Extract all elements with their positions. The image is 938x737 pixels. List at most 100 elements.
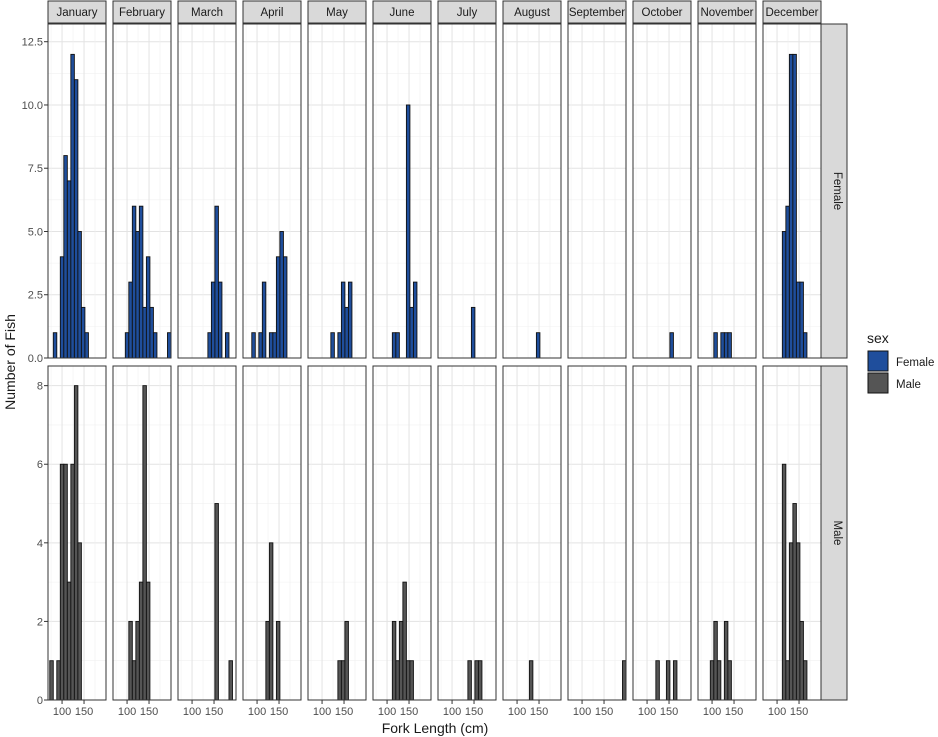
x-axis-title: Fork Length (cm)	[382, 720, 489, 736]
panel-background	[373, 24, 431, 358]
histogram-bar	[340, 660, 346, 701]
panel-background	[178, 366, 236, 700]
month-strip-label: June	[390, 7, 415, 19]
histogram-bar	[167, 332, 172, 359]
panel-background	[438, 24, 496, 358]
histogram-bar	[799, 620, 804, 701]
x-tick-label: 100	[768, 706, 786, 718]
histogram-bar	[723, 620, 729, 701]
histogram-bar	[802, 660, 808, 701]
y-tick-label: 2.5	[28, 290, 43, 302]
histogram-bar	[720, 332, 725, 359]
histogram-bar	[217, 281, 223, 359]
histogram-bar	[330, 332, 335, 359]
x-tick-label: 150	[140, 706, 158, 718]
histogram-bar	[275, 256, 281, 359]
histogram-bar	[669, 332, 674, 359]
histogram-bar	[340, 281, 346, 359]
histogram-bar	[727, 660, 732, 701]
month-strip	[47, 0, 107, 24]
month-strip	[502, 0, 562, 24]
histogram-bar	[391, 620, 397, 701]
histogram-bar	[279, 231, 284, 359]
histogram-bar	[207, 332, 212, 359]
histogram-bar	[781, 463, 787, 701]
histogram-bar	[77, 231, 82, 359]
histogram-bar	[228, 660, 233, 701]
y-tick-label: 10.0	[22, 100, 43, 112]
histogram-bar	[344, 306, 349, 359]
legend-title: sex	[867, 330, 889, 346]
histogram-bar	[214, 503, 219, 701]
histogram-bar	[80, 306, 86, 359]
histogram-bar	[135, 231, 140, 359]
y-tick-label: 12.5	[22, 37, 43, 49]
x-tick-label: 100	[183, 706, 201, 718]
histogram-bar	[63, 155, 68, 359]
x-tick-label: 150	[335, 706, 353, 718]
month-strip	[762, 0, 822, 24]
histogram-bar	[145, 581, 151, 701]
panel-border	[307, 23, 367, 359]
histogram-bar	[84, 332, 89, 359]
histogram-bar	[788, 542, 794, 701]
histogram-bar	[282, 256, 288, 359]
month-strip	[112, 0, 172, 24]
histogram-bar	[70, 53, 75, 359]
panel-border	[177, 23, 237, 359]
panel-border	[307, 365, 367, 701]
histogram-bar	[799, 281, 804, 359]
panel-background	[503, 366, 561, 700]
panel-border	[502, 23, 562, 359]
panel-border	[437, 23, 497, 359]
x-tick-label: 150	[400, 706, 418, 718]
histogram-bar	[138, 205, 144, 359]
x-tick-label: 100	[118, 706, 136, 718]
histogram-bar	[124, 332, 130, 359]
histogram-bar	[477, 660, 483, 701]
panel-border	[372, 23, 432, 359]
histogram-bar	[66, 581, 72, 701]
histogram-bar	[131, 660, 137, 701]
histogram-bar	[409, 660, 414, 701]
panel-border	[112, 23, 172, 359]
histogram-bar	[795, 542, 801, 701]
histogram-bar	[145, 256, 151, 359]
month-strip-label: December	[765, 7, 818, 19]
panel-border	[177, 365, 237, 701]
histogram-bar	[59, 256, 65, 359]
month-strip	[177, 0, 237, 24]
histogram-bar	[409, 306, 414, 359]
panel-background	[308, 24, 366, 358]
panel-border	[567, 23, 627, 359]
y-tick-label: 6	[37, 459, 43, 471]
legend-label: Male	[896, 379, 921, 391]
panel-background	[178, 24, 236, 358]
x-tick-label: 100	[443, 706, 461, 718]
histogram-bar	[781, 231, 787, 359]
histogram-bar	[785, 205, 790, 359]
histogram-bar	[402, 581, 407, 701]
panel-background	[438, 366, 496, 700]
sex-strip	[820, 365, 848, 701]
x-tick-label: 150	[725, 706, 743, 718]
sex-strip-label: Female	[831, 172, 843, 210]
x-tick-label: 150	[660, 706, 678, 718]
histogram-bar	[268, 542, 274, 701]
x-tick-label: 100	[508, 706, 526, 718]
panel-background	[308, 366, 366, 700]
histogram-bar	[723, 332, 729, 359]
x-tick-label: 100	[573, 706, 591, 718]
x-tick-label: 100	[378, 706, 396, 718]
panel-border	[372, 365, 432, 701]
x-tick-label: 100	[638, 706, 656, 718]
month-strip-label: May	[326, 7, 348, 19]
x-tick-label: 150	[205, 706, 223, 718]
histogram-bar	[128, 620, 133, 701]
month-strip-label: November	[700, 7, 753, 19]
histogram-bar	[128, 281, 133, 359]
panel-background	[568, 24, 626, 358]
histogram-bar	[347, 281, 353, 359]
y-tick-label: 4	[37, 538, 43, 550]
